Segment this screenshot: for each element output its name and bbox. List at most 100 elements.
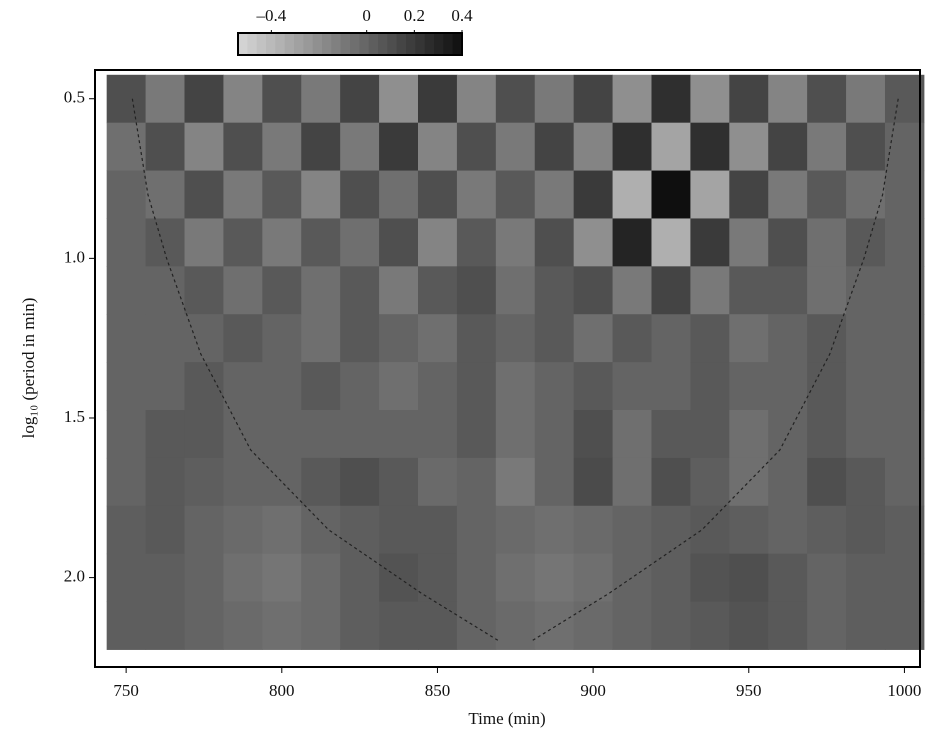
heatmap-cell	[612, 601, 652, 650]
heatmap-cell	[495, 362, 536, 411]
heatmap-cell	[573, 362, 614, 411]
heatmap-cell	[651, 410, 691, 459]
heatmap-cell	[534, 601, 575, 650]
heatmap-cell	[145, 74, 186, 124]
heatmap-cell	[456, 74, 497, 124]
heatmap-cell	[729, 410, 769, 459]
heatmap-cell	[534, 457, 575, 507]
heatmap-cell	[495, 122, 536, 172]
heatmap-cell	[184, 218, 224, 267]
heatmap-cell	[262, 74, 302, 124]
heatmap-cell	[223, 505, 263, 555]
heatmap-cell	[729, 314, 769, 363]
heatmap-cell	[340, 410, 380, 459]
heatmap-cell	[456, 601, 497, 650]
heatmap-cell	[846, 362, 886, 411]
plot-frame	[94, 69, 921, 668]
heatmap-cell	[846, 266, 886, 315]
heatmap-cell	[262, 601, 302, 650]
heatmap-cell	[379, 553, 419, 603]
heatmap-cell	[145, 314, 186, 363]
heatmap-cell	[768, 122, 808, 172]
heatmap-cell	[495, 170, 536, 219]
heatmap-cell	[223, 314, 263, 363]
heatmap-cell	[417, 122, 458, 172]
heatmap-cell	[573, 218, 614, 267]
heatmap-cell	[340, 314, 380, 363]
heatmap-cell	[807, 170, 847, 219]
heatmap-cell	[145, 410, 186, 459]
heatmap-cell	[301, 122, 341, 172]
colorbar-swatch	[247, 33, 258, 55]
heatmap-cell	[729, 218, 769, 267]
heatmap-cell	[884, 170, 925, 219]
heatmap-cell	[651, 266, 691, 315]
heatmap-cell	[768, 505, 808, 555]
heatmap-cell	[807, 218, 847, 267]
heatmap-cell	[340, 601, 380, 650]
heatmap-cell	[612, 457, 652, 507]
heatmap-cell	[495, 410, 536, 459]
heatmap-cell	[456, 170, 497, 219]
heatmap-cell	[768, 601, 808, 650]
colorbar-swatch	[340, 33, 351, 55]
heatmap-cell	[884, 74, 925, 124]
heatmap-cell	[768, 314, 808, 363]
y-tick-label: 1.0	[64, 247, 85, 266]
heatmap-cell	[456, 266, 497, 315]
colorbar-swatch	[378, 33, 388, 55]
colorbar-swatch	[452, 33, 463, 55]
heatmap-cell	[807, 553, 847, 603]
heatmap-cell	[262, 410, 302, 459]
heatmap-cell	[846, 218, 886, 267]
heatmap-cell	[184, 505, 224, 555]
heatmap-cell	[379, 170, 419, 219]
heatmap-cell	[690, 505, 730, 555]
heatmap-cell	[807, 314, 847, 363]
heatmap-cell	[223, 122, 263, 172]
x-tick-label: 950	[736, 681, 762, 700]
colorbar-swatch	[322, 33, 332, 55]
heatmap-cell	[768, 74, 808, 124]
heatmap-cell	[184, 122, 224, 172]
heatmap-cell	[262, 170, 302, 219]
heatmap-cell	[106, 74, 147, 124]
colorbar-swatch	[256, 33, 267, 55]
heatmap-cell	[145, 362, 186, 411]
heatmap-cell	[184, 74, 224, 124]
heatmap-cell	[729, 601, 769, 650]
x-tick-label: 1000	[887, 681, 921, 700]
heatmap-cell	[573, 410, 614, 459]
heatmap-cell	[690, 314, 730, 363]
heatmap-cell	[184, 170, 224, 219]
colorbar-swatch	[443, 33, 454, 55]
cone-of-influence	[530, 98, 899, 642]
heatmap-cell	[729, 122, 769, 172]
heatmap-cell	[379, 457, 419, 507]
heatmap-cell	[729, 362, 769, 411]
heatmap-cell	[340, 505, 380, 555]
heatmap-cell	[534, 410, 575, 459]
heatmap-cell	[768, 553, 808, 603]
heatmap-cell	[340, 170, 380, 219]
heatmap-cell	[379, 218, 419, 267]
x-axis-label: Time (min)	[468, 709, 545, 728]
colorbar-swatch	[312, 33, 323, 55]
colorbar-swatch	[387, 33, 398, 55]
heatmap-cell	[612, 74, 652, 124]
heatmap-cell	[301, 314, 341, 363]
heatmap-cell	[690, 218, 730, 267]
x-tick-label: 750	[113, 681, 139, 700]
colorbar-swatch	[331, 33, 342, 55]
heatmap-cell	[690, 410, 730, 459]
heatmap-cell	[534, 314, 575, 363]
heatmap-cell	[884, 505, 925, 555]
heatmap-cell	[301, 601, 341, 650]
heatmap-cell	[184, 266, 224, 315]
heatmap-cell	[884, 410, 925, 459]
heatmap-cell	[846, 74, 886, 124]
heatmap-cell	[379, 505, 419, 555]
heatmap-cell	[223, 457, 263, 507]
heatmap-cell	[106, 601, 147, 650]
